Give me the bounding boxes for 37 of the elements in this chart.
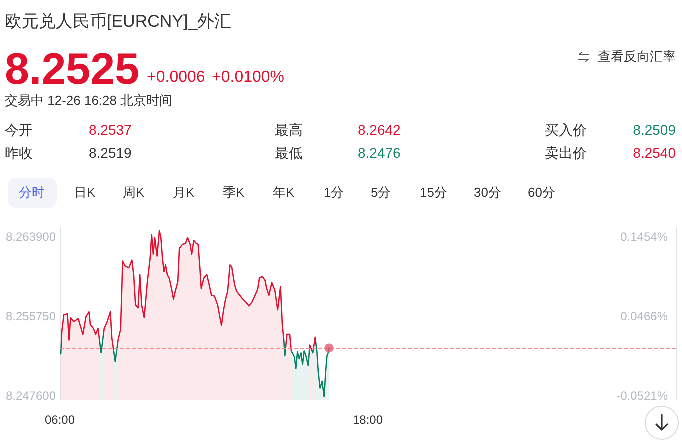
- text: 最高: [275, 122, 303, 138]
- x-tick-label: 06:00: [44, 413, 76, 427]
- text: 日K: [74, 185, 96, 201]
- text: 15分: [420, 185, 448, 201]
- text: 30分: [474, 185, 502, 201]
- text: 分时: [19, 185, 45, 201]
- text: 查看反向汇率: [598, 49, 676, 65]
- text: 买入价: [545, 122, 587, 138]
- y2-tick-label: 0.0466%: [620, 310, 668, 324]
- text: 周K: [123, 185, 145, 201]
- text: 8.2519: [89, 144, 132, 162]
- text: 年K: [273, 185, 295, 201]
- y2-tick-label: -0.0521%: [616, 389, 668, 404]
- text: +0.0100%: [212, 68, 285, 86]
- text: 交易中 12-26 16:28 北京时间: [5, 93, 173, 109]
- text: 今开: [5, 122, 33, 138]
- text: 8.2642: [358, 122, 401, 138]
- text: 8.2537: [89, 122, 132, 138]
- text: 5分: [371, 185, 392, 201]
- text: 8.2540: [633, 144, 676, 162]
- y-tick-label: 8.255750: [6, 309, 56, 324]
- text: 8.2525: [5, 45, 140, 94]
- text: 月K: [173, 185, 195, 201]
- chart-title: 欧元兑人民币[EURCNY]_外汇: [5, 12, 232, 32]
- y-tick-label: 8.263900: [6, 230, 56, 244]
- y2-tick-label: 0.1454%: [620, 230, 668, 244]
- text: 卖出价: [545, 144, 587, 162]
- text: 昨收: [5, 144, 33, 162]
- text: 1分: [324, 185, 344, 201]
- text: 最低: [275, 144, 303, 162]
- text: +0.0006: [147, 68, 206, 86]
- x-tick-label: 18:00: [352, 413, 384, 427]
- y-tick-label: 8.247600: [6, 389, 56, 404]
- text: 季K: [223, 185, 245, 201]
- text: 8.2509: [633, 122, 676, 138]
- text: 60分: [528, 185, 556, 201]
- text: 8.2476: [358, 144, 401, 162]
